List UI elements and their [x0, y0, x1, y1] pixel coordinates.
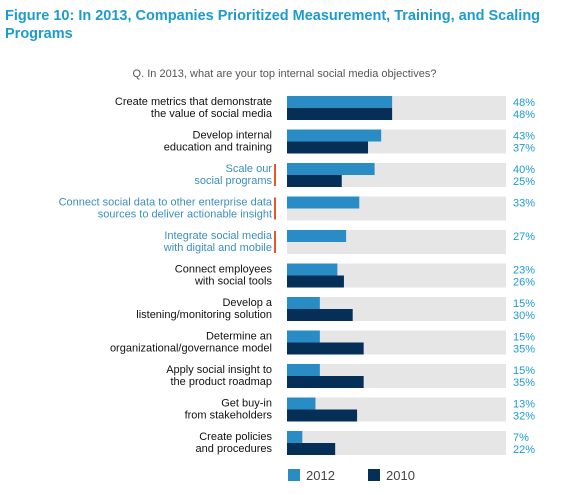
bar-2012 — [287, 330, 320, 343]
bar-2010 — [287, 342, 364, 355]
bar-2012 — [287, 263, 338, 276]
bar-2010 — [287, 376, 364, 388]
bar-track — [287, 263, 506, 276]
value-label-2012: 23% — [513, 265, 535, 277]
highlight-marker — [274, 164, 276, 186]
category-label: with digital and mobile — [163, 242, 272, 254]
category-label: listening/monitoring solution — [136, 309, 272, 321]
value-label-2012: 48% — [513, 97, 535, 109]
bar-track — [287, 330, 506, 343]
bar-track — [287, 297, 506, 309]
bar-2010 — [287, 309, 353, 321]
value-label-2010: 32% — [513, 411, 535, 423]
bar-2012 — [287, 230, 347, 242]
value-label-2012: 43% — [513, 131, 535, 143]
legend-swatch — [368, 469, 380, 481]
bar-2010 — [287, 443, 336, 455]
value-label-2012: 13% — [513, 399, 535, 411]
value-label-2010: 48% — [513, 109, 535, 121]
category-label: Determine an — [206, 331, 272, 343]
value-label-2012: 40% — [513, 164, 535, 176]
bar-2012 — [287, 364, 320, 376]
highlight-marker — [274, 197, 276, 220]
value-label-2012: 15% — [513, 332, 535, 344]
legend-label: 2012 — [306, 468, 335, 483]
category-label: the value of social media — [151, 108, 273, 120]
category-label: and procedures — [196, 443, 273, 455]
category-label: Develop internal — [193, 130, 273, 142]
category-label: Integrate social media — [164, 230, 272, 242]
category-label: the product roadmap — [170, 376, 272, 388]
bar-2012 — [287, 96, 393, 108]
value-label-2012: 15% — [513, 298, 535, 310]
bar-2012 — [287, 397, 316, 410]
legend-label: 2010 — [386, 468, 415, 483]
legend-swatch — [288, 469, 300, 481]
value-label-2010: 30% — [513, 310, 535, 322]
bar-2012 — [287, 196, 360, 209]
bar-2012 — [287, 163, 375, 175]
bar-2010 — [287, 175, 342, 187]
value-label-2012: 15% — [513, 365, 535, 377]
value-label-2010: 25% — [513, 176, 535, 188]
figure-title: Figure 10: In 2013, Companies Prioritize… — [5, 8, 541, 42]
bar-2012 — [287, 297, 320, 309]
bar-track — [287, 364, 506, 376]
bar-2012 — [287, 431, 303, 443]
bar-2010 — [287, 141, 369, 154]
highlight-marker — [274, 231, 276, 253]
bar-track — [287, 397, 506, 410]
value-label-2012: 27% — [513, 231, 535, 243]
value-label-2010: 26% — [513, 277, 535, 289]
value-label-2010: 37% — [513, 143, 535, 155]
value-label-2012: 33% — [513, 198, 535, 210]
bar-track — [287, 443, 506, 455]
category-label: Develop a — [222, 297, 272, 309]
value-label-2010: 22% — [513, 444, 535, 456]
value-label-2010: 35% — [513, 377, 535, 389]
bar-track — [287, 208, 506, 221]
category-label: Connect social data to other enterprise … — [59, 197, 273, 209]
category-label: Get buy-in — [221, 398, 272, 410]
value-label-2010: 35% — [513, 344, 535, 356]
bar-2010 — [287, 409, 358, 422]
category-label: sources to deliver actionable insight — [98, 209, 272, 221]
legend-item-2010: 2010 — [368, 468, 415, 483]
category-label: education and training — [164, 142, 272, 154]
category-label: Connect employees — [175, 264, 273, 276]
category-label: organizational/governance model — [110, 343, 272, 355]
category-label: social programs — [194, 175, 272, 187]
category-label: from stakeholders — [185, 410, 273, 422]
bar-track — [287, 431, 506, 443]
legend-item-2012: 2012 — [288, 468, 335, 483]
bar-2012 — [287, 129, 382, 142]
category-label: Create metrics that demonstrate — [115, 96, 272, 108]
bar-2010 — [287, 275, 344, 288]
bar-track — [287, 242, 506, 254]
category-label: with social tools — [194, 276, 273, 288]
bar-2010 — [287, 108, 393, 120]
category-label: Scale our — [226, 163, 273, 175]
value-label-2012: 7% — [513, 432, 529, 444]
category-label: Apply social insight to — [166, 364, 272, 376]
chart-legend: 2012 2010 — [0, 466, 569, 488]
category-label: Create policies — [199, 431, 272, 443]
survey-question: Q. In 2013, what are your top internal s… — [132, 68, 437, 80]
